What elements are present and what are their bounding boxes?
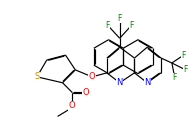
- Text: S: S: [34, 72, 40, 81]
- Text: F: F: [181, 51, 186, 60]
- Text: F: F: [183, 65, 188, 74]
- Text: N: N: [116, 78, 123, 87]
- Text: F: F: [129, 21, 134, 30]
- Text: F: F: [117, 14, 122, 23]
- Text: O: O: [68, 101, 75, 110]
- Text: N: N: [144, 78, 151, 87]
- Text: F: F: [173, 73, 177, 82]
- Text: F: F: [106, 21, 110, 30]
- Text: O: O: [82, 88, 89, 97]
- Text: O: O: [89, 72, 95, 81]
